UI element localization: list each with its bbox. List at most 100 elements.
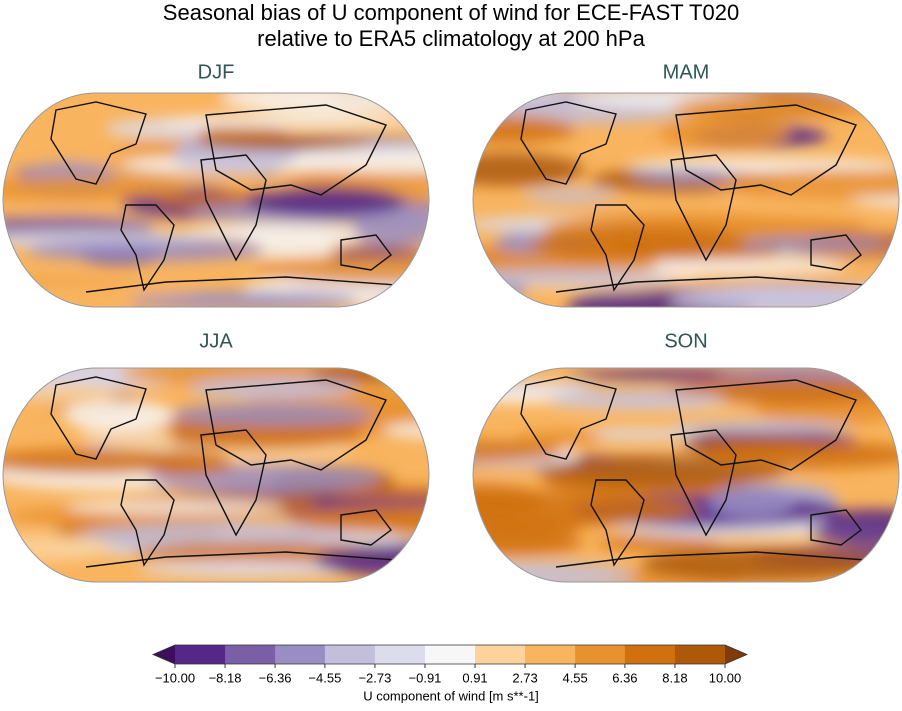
bias-blob (669, 283, 883, 307)
bias-blob (25, 239, 266, 262)
bias-blob (577, 427, 701, 441)
colorbar-tick-label: 10.00 (709, 670, 742, 685)
bias-blob (334, 486, 429, 499)
colorbar-box (374, 645, 426, 664)
map-panel (3, 368, 429, 582)
coastline (520, 376, 617, 460)
coastline (120, 479, 175, 567)
colorbar-box (674, 645, 726, 664)
colorbar-tick-label: −0.91 (409, 670, 442, 685)
bias-blob (548, 390, 727, 409)
coastline (120, 204, 175, 292)
coastline (205, 104, 387, 196)
map-panel (473, 93, 899, 307)
bias-blob (805, 508, 899, 544)
bias-blob (3, 448, 195, 475)
bias-blob (669, 420, 853, 433)
colorbar-box (525, 645, 576, 664)
coastline (590, 204, 645, 292)
colorbar-label: U component of wind [m s**-1] (363, 688, 539, 703)
bias-blob (382, 422, 429, 438)
bias-blob (363, 368, 429, 385)
colorbar-box (424, 645, 476, 664)
bias-blob (196, 136, 372, 151)
bias-blob (594, 536, 722, 551)
bias-blob (63, 400, 175, 431)
coastline (200, 429, 267, 537)
bias-blob (3, 176, 187, 201)
coastline (340, 509, 392, 546)
coastline (200, 154, 267, 262)
map-outline (2, 92, 430, 308)
colorbar-tick-label: 0.91 (462, 670, 487, 685)
map-panel (3, 93, 429, 307)
colorbar-tick-label: −2.73 (358, 670, 391, 685)
bias-blob (314, 544, 429, 577)
bias-field (3, 368, 429, 578)
map-outline (2, 367, 430, 583)
bias-blob (708, 484, 796, 519)
bias-blob (279, 169, 429, 190)
colorbar-tick-label: −4.55 (308, 670, 341, 685)
coastlines (50, 376, 429, 571)
panel-title: MAM (663, 61, 710, 83)
bias-blob (188, 376, 358, 400)
colorbar-box (225, 645, 276, 664)
coastline (670, 154, 737, 262)
bias-blob (142, 450, 233, 477)
bias-blob (699, 440, 899, 469)
figure-title: Seasonal bias of U component of wind for… (163, 0, 739, 25)
bias-blob (641, 547, 881, 582)
bias-blob (157, 114, 429, 128)
bias-blob (245, 186, 406, 217)
bias-blob (473, 152, 585, 187)
panel-title: SON (664, 330, 707, 352)
bias-field (3, 93, 429, 307)
coastline (50, 376, 147, 460)
colorbar-tick-label: 4.55 (562, 670, 587, 685)
map-panel (473, 368, 899, 582)
bias-blob (473, 115, 577, 144)
coastline (810, 234, 862, 271)
coastline (340, 234, 392, 271)
bias-blob (658, 116, 790, 150)
coastline (670, 429, 737, 537)
colorbar-tick-label: 2.73 (512, 670, 537, 685)
coastline (520, 101, 617, 185)
bias-blob (671, 95, 894, 119)
panel-title: DJF (198, 61, 235, 83)
bias-blob (473, 493, 699, 527)
panel-title: JJA (199, 330, 233, 352)
map-outline (472, 92, 900, 308)
bias-blob (221, 93, 429, 114)
bias-blob (602, 259, 848, 275)
bias-blob (168, 403, 374, 426)
coastline (675, 379, 857, 471)
colorbar-tick-label: 8.18 (662, 670, 687, 685)
bias-blob (515, 430, 603, 446)
bias-blob (473, 562, 636, 582)
colorbar-extend-over (725, 645, 747, 664)
bias-field (473, 93, 899, 307)
bias-blob (627, 157, 899, 173)
coastline (50, 101, 147, 185)
colorbar-extend-under (153, 645, 175, 664)
bias-blob (155, 422, 362, 450)
bias-blob (137, 560, 355, 578)
colorbar-box (275, 645, 326, 664)
figure-subtitle: relative to ERA5 climatology at 200 hPa (257, 26, 645, 51)
colorbar-box (475, 645, 526, 664)
map-outline (472, 367, 900, 583)
colorbar-box (575, 645, 626, 664)
bias-blob (3, 534, 113, 562)
bias-blob (473, 440, 562, 463)
colorbar-box (624, 645, 676, 664)
colorbar-tick-label: −6.36 (259, 670, 292, 685)
coastline (205, 379, 387, 471)
bias-blob (630, 169, 738, 183)
bias-blob (129, 291, 359, 307)
colorbar-box (175, 645, 226, 664)
coastline (675, 104, 857, 196)
coastline (810, 509, 862, 546)
